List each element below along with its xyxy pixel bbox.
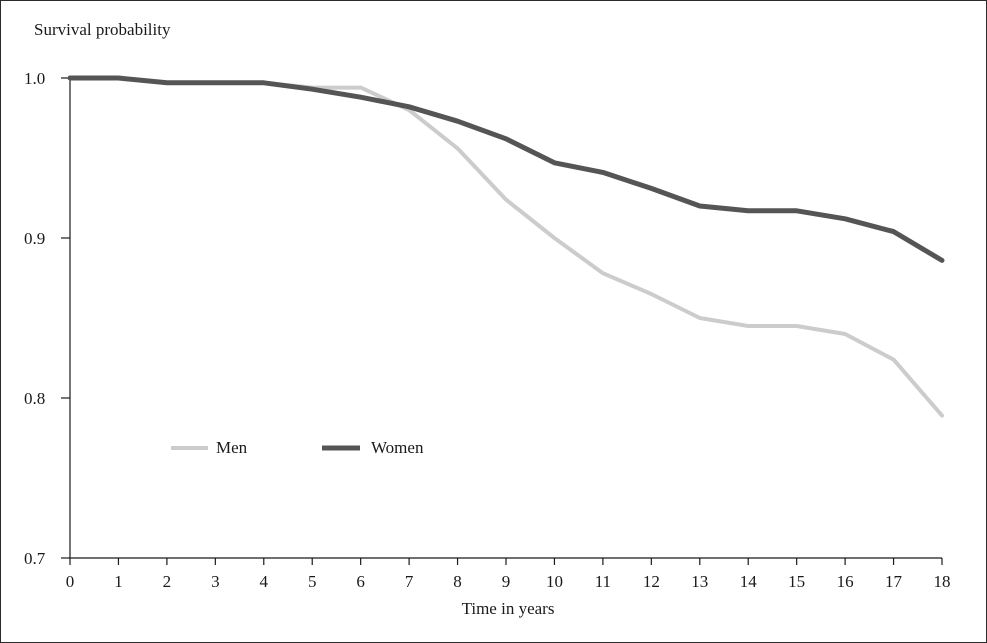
x-tick-label: 12	[643, 572, 660, 591]
y-tick-label: 0.8	[24, 389, 45, 408]
x-tick-label: 8	[453, 572, 462, 591]
x-tick-label: 6	[356, 572, 365, 591]
x-tick-label: 2	[163, 572, 172, 591]
x-tick-label: 16	[837, 572, 854, 591]
x-tick-label: 15	[788, 572, 805, 591]
axes: 0.70.80.91.00 1 2 3 4 5 6 7 8 9 10 11 12 13 14 15 16 17 18	[24, 69, 951, 591]
x-tick-label: 10	[546, 572, 563, 591]
x-tick-label: 11	[595, 572, 611, 591]
x-tick-label: 4	[260, 572, 269, 591]
x-tick-label: 17	[885, 572, 903, 591]
x-tick-label: 14	[740, 572, 758, 591]
series-line-women	[67, 75, 945, 263]
y-tick-label: 0.7	[24, 549, 46, 568]
x-tick-label: 0	[66, 572, 75, 591]
x-tick-label: 9	[502, 572, 511, 591]
legend: Men Women	[171, 438, 424, 457]
legend-label-men: Men	[216, 438, 248, 457]
y-tick-label: 0.9	[24, 229, 45, 248]
series-line-men	[68, 76, 944, 418]
y-tick-label: 1.0	[24, 69, 45, 88]
x-tick-label: 18	[934, 572, 951, 591]
x-tick-label: 5	[308, 572, 317, 591]
series-lines	[67, 75, 945, 418]
legend-label-women: Women	[371, 438, 424, 457]
y-axis-title: Survival probability	[34, 20, 171, 39]
x-tick-label: 7	[405, 572, 414, 591]
x-tick-label: 13	[691, 572, 708, 591]
x-tick-label: 3	[211, 572, 220, 591]
x-tick-label: 1	[114, 572, 123, 591]
x-axis-title: Time in years	[462, 599, 555, 618]
